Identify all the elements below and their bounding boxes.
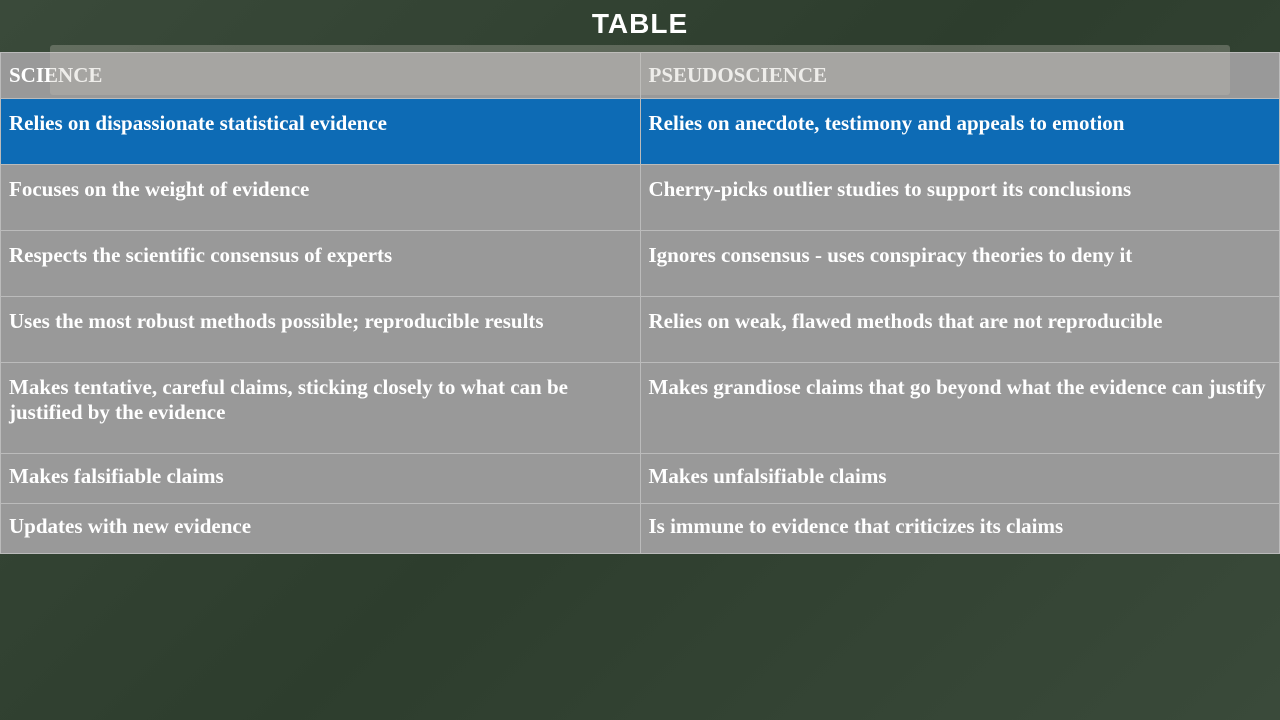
cell-science: Focuses on the weight of evidence bbox=[1, 165, 641, 231]
cell-science: Uses the most robust methods possible; r… bbox=[1, 297, 641, 363]
table-row: Uses the most robust methods possible; r… bbox=[1, 297, 1280, 363]
table-row: Relies on dispassionate statistical evid… bbox=[1, 99, 1280, 165]
comparison-table: SCIENCE PSEUDOSCIENCE Relies on dispassi… bbox=[0, 52, 1280, 554]
table-row: Makes tentative, careful claims, stickin… bbox=[1, 363, 1280, 454]
table-row: Focuses on the weight of evidenceCherry-… bbox=[1, 165, 1280, 231]
table-row: Respects the scientific consensus of exp… bbox=[1, 231, 1280, 297]
cell-pseudoscience: Cherry-picks outlier studies to support … bbox=[640, 165, 1280, 231]
cell-pseudoscience: Relies on weak, flawed methods that are … bbox=[640, 297, 1280, 363]
cell-science: Respects the scientific consensus of exp… bbox=[1, 231, 641, 297]
cell-pseudoscience: Relies on anecdote, testimony and appeal… bbox=[640, 99, 1280, 165]
cell-science: Makes tentative, careful claims, stickin… bbox=[1, 363, 641, 454]
cell-science: Relies on dispassionate statistical evid… bbox=[1, 99, 641, 165]
table-row: Updates with new evidenceIs immune to ev… bbox=[1, 504, 1280, 554]
table-body: Relies on dispassionate statistical evid… bbox=[1, 99, 1280, 554]
cell-pseudoscience: Ignores consensus - uses conspiracy theo… bbox=[640, 231, 1280, 297]
paper-backdrop bbox=[50, 45, 1230, 95]
cell-science: Makes falsifiable claims bbox=[1, 454, 641, 504]
cell-science: Updates with new evidence bbox=[1, 504, 641, 554]
table-row: Makes falsifiable claimsMakes unfalsifia… bbox=[1, 454, 1280, 504]
cell-pseudoscience: Is immune to evidence that criticizes it… bbox=[640, 504, 1280, 554]
cell-pseudoscience: Makes unfalsifiable claims bbox=[640, 454, 1280, 504]
cell-pseudoscience: Makes grandiose claims that go beyond wh… bbox=[640, 363, 1280, 454]
